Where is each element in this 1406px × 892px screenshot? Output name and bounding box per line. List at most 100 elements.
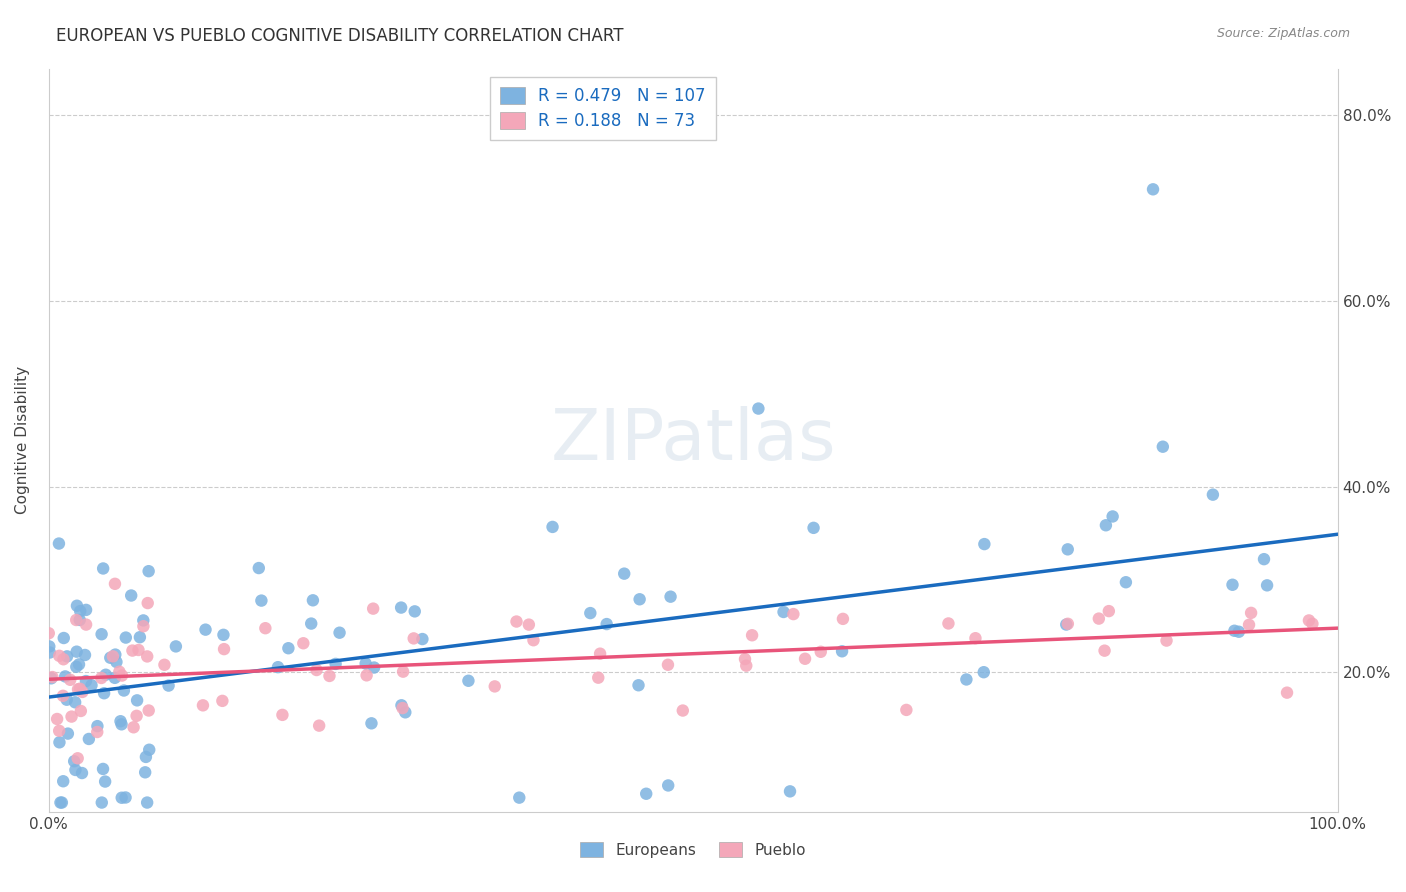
Europeans [803,521,825,535]
Pueblo [1094,643,1116,657]
Europeans [1142,182,1164,196]
Text: EUROPEAN VS PUEBLO COGNITIVE DISABILITY CORRELATION CHART: EUROPEAN VS PUEBLO COGNITIVE DISABILITY … [56,27,624,45]
Pueblo [65,613,87,627]
Europeans [411,632,433,646]
Pueblo [1301,616,1323,631]
Pueblo [1156,633,1178,648]
Pueblo [72,685,94,699]
Europeans [67,657,90,672]
Europeans [114,790,136,805]
Europeans [55,692,77,706]
Europeans [772,605,794,619]
Europeans [659,590,682,604]
Europeans [120,589,142,603]
Europeans [66,645,89,659]
Pueblo [132,619,155,633]
Europeans [404,604,426,618]
Pueblo [1237,617,1260,632]
Europeans [75,603,97,617]
Europeans [134,765,156,780]
Europeans [541,520,564,534]
Europeans [1152,440,1174,454]
Pueblo [138,704,160,718]
Europeans [247,561,270,575]
Europeans [132,614,155,628]
Pueblo [657,657,679,672]
Europeans [212,628,235,642]
Pueblo [90,671,112,685]
Europeans [138,564,160,578]
Europeans [1223,624,1246,638]
Pueblo [66,682,89,697]
Pueblo [965,631,987,645]
Europeans [112,683,135,698]
Europeans [80,678,103,692]
Europeans [77,731,100,746]
Pueblo [810,645,832,659]
Pueblo [101,649,124,664]
Pueblo [1240,606,1263,620]
Europeans [329,625,352,640]
Europeans [51,796,73,810]
Europeans [973,665,995,680]
Europeans [747,401,769,416]
Pueblo [41,670,63,684]
Pueblo [75,617,97,632]
Europeans [1101,509,1123,524]
Pueblo [38,626,60,640]
Europeans [49,796,72,810]
Pueblo [1098,604,1121,618]
Europeans [105,655,128,669]
Pueblo [1298,614,1320,628]
Europeans [110,717,132,731]
Europeans [595,617,617,632]
Europeans [391,698,413,713]
Pueblo [734,652,756,666]
Europeans [127,693,149,707]
Europeans [636,787,658,801]
Pueblo [211,694,233,708]
Europeans [128,630,150,644]
Europeans [48,735,70,749]
Europeans [1115,575,1137,590]
Europeans [69,613,91,627]
Pueblo [832,612,855,626]
Europeans [657,779,679,793]
Pueblo [517,617,540,632]
Pueblo [69,681,91,696]
Europeans [613,566,636,581]
Europeans [52,631,75,645]
Europeans [75,674,97,689]
Europeans [250,593,273,607]
Pueblo [191,698,214,713]
Pueblo [896,703,918,717]
Pueblo [48,648,70,663]
Europeans [114,631,136,645]
Legend: Europeans, Pueblo: Europeans, Pueblo [574,836,813,863]
Pueblo [402,632,425,646]
Pueblo [794,652,817,666]
Pueblo [672,704,695,718]
Pueblo [104,576,127,591]
Europeans [90,796,112,810]
Europeans [325,657,347,671]
Y-axis label: Cognitive Disability: Cognitive Disability [15,366,30,515]
Pueblo [52,689,75,703]
Pueblo [212,642,235,657]
Europeans [1054,617,1077,632]
Europeans [93,686,115,700]
Pueblo [1056,616,1078,631]
Pueblo [59,673,82,687]
Pueblo [292,636,315,650]
Pueblo [136,649,159,664]
Europeans [70,766,93,780]
Europeans [136,796,159,810]
Europeans [66,599,89,613]
Europeans [53,669,76,683]
Pueblo [361,601,384,615]
Pueblo [391,701,413,715]
Europeans [110,714,132,729]
Europeans [38,645,60,659]
Europeans [277,641,299,656]
Europeans [299,616,322,631]
